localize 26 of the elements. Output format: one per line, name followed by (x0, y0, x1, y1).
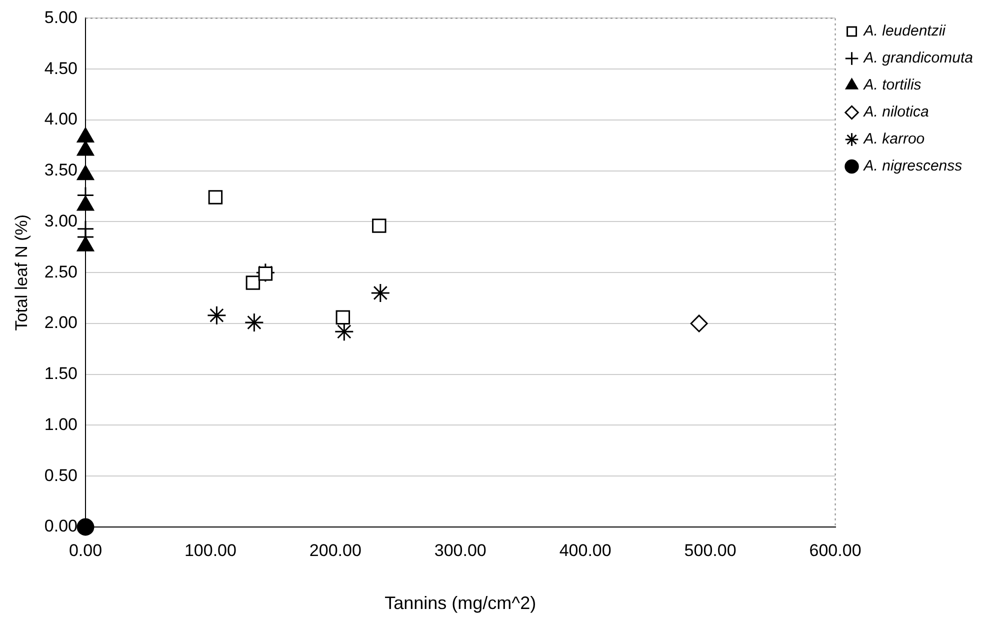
x-tick-label: 400.00 (559, 540, 612, 560)
y-tick-label: 4.50 (44, 58, 78, 78)
y-tick-label: 5.00 (44, 8, 78, 27)
legend-label: A. grandicomuta (862, 50, 974, 67)
y-tick-label: 0.00 (44, 516, 78, 536)
y-tick-label: 1.00 (44, 414, 78, 434)
y-tick-label: 2.00 (44, 313, 78, 332)
x-tick-label: 600.00 (809, 540, 862, 560)
x-axis-title: Tannins (mg/cm^2) (384, 593, 536, 614)
y-tick-label: 2.50 (44, 262, 78, 282)
x-tick-label: 0.00 (68, 540, 102, 560)
x-tick-label: 500.00 (684, 540, 736, 560)
y-tick-label: 3.50 (44, 160, 78, 180)
legend-label: A. karroo (862, 130, 925, 148)
y-tick-label: 4.00 (44, 110, 78, 129)
y-tick-label: 1.50 (44, 364, 78, 384)
y-tick-label: 3.00 (44, 211, 78, 230)
legend-label: A. tortilis (862, 76, 922, 94)
legend-label: A. nigrescenss (862, 158, 963, 175)
x-tick-label: 300.00 (434, 540, 486, 560)
legend-label: A. leudentzii (862, 22, 946, 40)
x-tick-label: 200.00 (309, 540, 362, 560)
y-tick-label: 0.50 (44, 466, 78, 485)
x-tick-label: 100.00 (184, 540, 236, 560)
y-axis-title: Total leaf N (%) (12, 214, 31, 331)
legend-label: A. nilotica (862, 104, 929, 121)
